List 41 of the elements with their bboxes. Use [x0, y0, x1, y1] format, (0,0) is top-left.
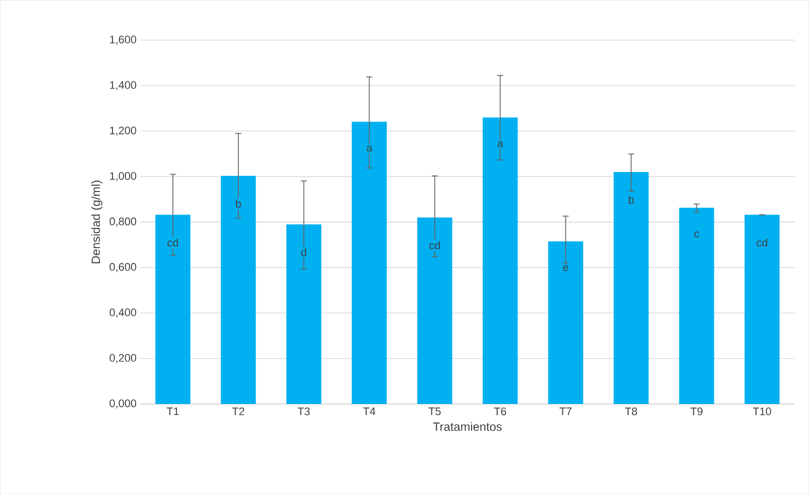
annotation: c [694, 231, 700, 238]
x-tick-label: T2 [232, 407, 244, 416]
bar [679, 208, 714, 404]
bar [744, 214, 780, 404]
x-tick-label: T5 [428, 407, 441, 416]
bar [220, 176, 256, 404]
annotation: b [628, 196, 634, 204]
y-tick-label: 0,200 [110, 354, 136, 363]
y-tick-label: 0,400 [110, 308, 136, 318]
bar [352, 122, 387, 404]
y-tick-label: 1,400 [110, 81, 136, 90]
bar [482, 117, 518, 404]
x-tick-label: T9 [690, 407, 702, 416]
x-tick-label: T7 [560, 407, 572, 415]
x-tick-label: T8 [625, 407, 638, 416]
annotation: cd [429, 241, 440, 250]
y-tick-label: 1,000 [110, 172, 136, 182]
y-tick-label: 1,600 [110, 36, 136, 45]
x-axis-title: Tratamientos [433, 422, 502, 431]
x-tick-label: T10 [752, 407, 772, 416]
bar [548, 241, 584, 404]
annotation: cd [168, 238, 178, 246]
bar [417, 217, 452, 404]
y-tick-label: 0,800 [110, 218, 136, 227]
bar [286, 224, 322, 404]
annotation: d [301, 248, 306, 256]
annotation: a [366, 145, 372, 152]
y-tick-label: 1,200 [110, 126, 136, 136]
annotation: b [236, 200, 241, 208]
bar [614, 172, 649, 404]
x-tick-label: T3 [298, 407, 310, 416]
bar [155, 214, 190, 404]
annotation: cd [756, 238, 768, 246]
y-axis-title: Densidad (g/ml) [91, 180, 102, 264]
x-tick-label: T1 [166, 407, 179, 415]
annotation: e [563, 265, 568, 272]
x-tick-label: T6 [494, 407, 506, 416]
x-tick-label: T4 [363, 407, 376, 415]
y-tick-label: 0,000 [110, 399, 136, 408]
annotation: a [498, 141, 504, 148]
y-tick-label: 0,600 [110, 262, 136, 272]
